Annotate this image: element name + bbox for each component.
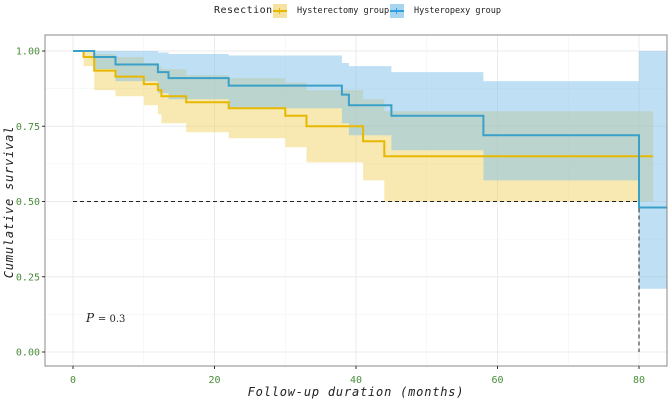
y-tick-label: 1.00 <box>16 47 40 58</box>
x-tick-label: 40 <box>350 375 362 386</box>
median-survival-line <box>73 201 640 352</box>
p-label: P <box>85 311 95 325</box>
ci-band-1 <box>73 51 668 289</box>
y-tick-label: 0.00 <box>16 348 40 359</box>
legend-label-hysterectomy: Hysterectomy group <box>297 6 390 16</box>
x-tick-label: 0 <box>70 375 76 386</box>
legend-key-hysteropexy <box>390 4 404 18</box>
legend-label-hysteropexy: Hysteropexy group <box>414 6 501 16</box>
confidence-bands <box>73 51 668 289</box>
legend: Resection Hysterectomy group Hysteropexy… <box>0 0 669 24</box>
survival-curves <box>73 50 668 209</box>
p-value: = 0.3 <box>98 314 125 325</box>
p-value-annotation: P = 0.3 <box>85 311 125 325</box>
survival-curve-1 <box>73 50 668 209</box>
y-axis-ticks: 0.00 0.25 0.50 0.75 1.00 <box>16 47 45 359</box>
x-tick-label: 80 <box>633 375 645 386</box>
y-axis-label: Cumulative survival <box>2 126 16 278</box>
y-tick-label: 0.25 <box>16 272 40 283</box>
y-tick-label: 0.50 <box>16 197 40 208</box>
x-tick-label: 20 <box>208 375 220 386</box>
y-tick-label: 0.75 <box>16 122 40 133</box>
x-axis-ticks: 0 20 40 60 80 <box>70 366 645 386</box>
legend-title: Resection <box>214 5 273 16</box>
x-tick-label: 60 <box>491 375 503 386</box>
x-axis-label: Follow-up duration (months) <box>248 385 465 399</box>
survival-curve-0 <box>73 50 654 158</box>
legend-key-hysterectomy <box>273 4 287 18</box>
